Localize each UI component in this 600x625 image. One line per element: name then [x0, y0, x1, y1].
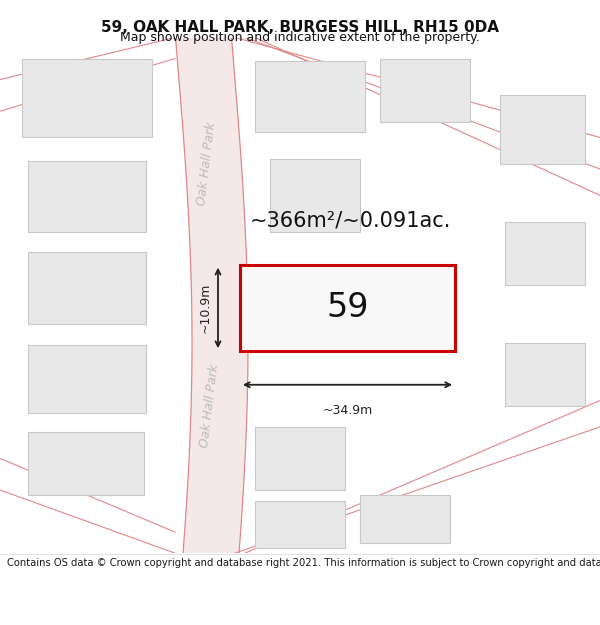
Text: ~34.9m: ~34.9m: [322, 404, 373, 417]
Text: Map shows position and indicative extent of the property.: Map shows position and indicative extent…: [120, 31, 480, 44]
Bar: [270, 159, 360, 232]
Text: 59: 59: [326, 291, 369, 324]
Text: Contains OS data © Crown copyright and database right 2021. This information is : Contains OS data © Crown copyright and d…: [7, 558, 600, 568]
Text: Oak Hall Park: Oak Hall Park: [196, 121, 218, 206]
Text: ~10.9m: ~10.9m: [199, 282, 212, 333]
Polygon shape: [176, 38, 248, 553]
Bar: [22, 59, 152, 138]
Text: Oak Hall Park: Oak Hall Park: [199, 363, 221, 448]
Bar: [255, 61, 365, 132]
Bar: [28, 345, 146, 413]
Polygon shape: [240, 265, 455, 351]
Bar: [360, 495, 450, 542]
Bar: [255, 427, 345, 490]
Bar: [28, 161, 146, 232]
Bar: [380, 59, 470, 122]
Bar: [505, 222, 585, 285]
Bar: [255, 501, 345, 548]
Bar: [240, 265, 455, 351]
Text: ~366m²/~0.091ac.: ~366m²/~0.091ac.: [250, 211, 451, 231]
Bar: [505, 342, 585, 406]
Text: 59, OAK HALL PARK, BURGESS HILL, RH15 0DA: 59, OAK HALL PARK, BURGESS HILL, RH15 0D…: [101, 20, 499, 35]
Bar: [500, 96, 585, 164]
Bar: [28, 432, 144, 495]
Bar: [28, 252, 146, 324]
